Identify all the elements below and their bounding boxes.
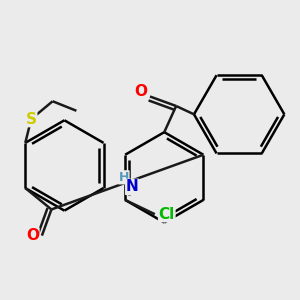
Text: Cl: Cl: [159, 207, 175, 222]
Text: O: O: [134, 84, 147, 99]
Text: N: N: [126, 179, 139, 194]
Text: H: H: [119, 171, 129, 184]
Text: O: O: [26, 228, 39, 243]
Text: S: S: [26, 112, 37, 127]
